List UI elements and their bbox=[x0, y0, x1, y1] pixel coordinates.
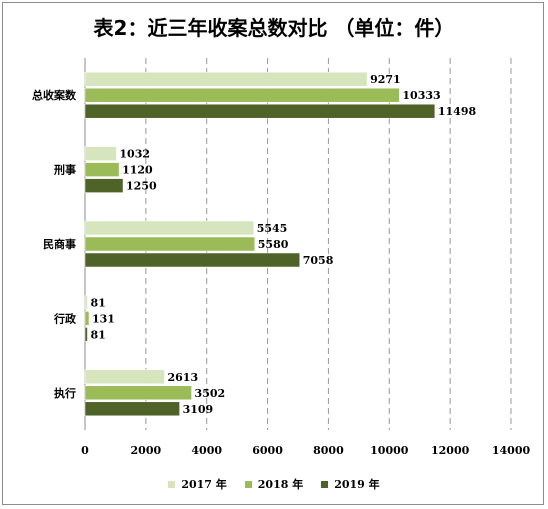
data-label: 2613 bbox=[168, 371, 199, 384]
bar bbox=[84, 327, 88, 342]
bar bbox=[84, 178, 124, 193]
data-label: 1250 bbox=[126, 180, 157, 193]
x-tick-label: 6000 bbox=[252, 444, 283, 457]
bar bbox=[84, 369, 165, 385]
data-label: 11498 bbox=[438, 105, 477, 118]
bar bbox=[84, 87, 400, 103]
legend-swatch bbox=[168, 480, 176, 488]
x-tick-label: 2000 bbox=[131, 444, 162, 457]
bar bbox=[84, 311, 90, 326]
category-label: 行政 bbox=[53, 311, 77, 325]
data-label: 5545 bbox=[257, 222, 288, 235]
bar bbox=[84, 236, 256, 252]
legend-item: 2017 年 bbox=[168, 476, 227, 492]
data-label: 7058 bbox=[303, 254, 334, 267]
data-label: 5580 bbox=[258, 238, 289, 251]
data-label: 81 bbox=[90, 328, 105, 341]
category-label: 执行 bbox=[54, 386, 76, 400]
data-label: 131 bbox=[92, 312, 115, 325]
legend-item: 2018 年 bbox=[244, 476, 304, 492]
legend-label: 2017 年 bbox=[181, 478, 227, 491]
category-label: 民商事 bbox=[43, 237, 76, 251]
category-label: 总收案数 bbox=[32, 88, 77, 102]
data-label: 81 bbox=[90, 296, 105, 309]
bar bbox=[84, 401, 180, 417]
data-label: 3502 bbox=[195, 387, 226, 400]
data-label: 10333 bbox=[402, 89, 440, 102]
x-tick-label: 4000 bbox=[191, 444, 222, 457]
data-label: 1120 bbox=[122, 164, 153, 177]
legend-swatch bbox=[244, 480, 252, 488]
bar bbox=[84, 71, 368, 87]
x-tick-label: 8000 bbox=[313, 444, 344, 457]
legend-label: 2019 年 bbox=[334, 478, 380, 491]
legend-label: 2018 年 bbox=[257, 478, 304, 491]
x-tick-label: 14000 bbox=[492, 444, 531, 457]
data-label: 1032 bbox=[119, 148, 150, 161]
data-label: 3109 bbox=[183, 403, 214, 416]
x-tick-label: 10000 bbox=[370, 444, 409, 457]
bar bbox=[84, 252, 301, 268]
chart-title: 表2：近三年收案总数对比 （单位：件） bbox=[93, 16, 455, 40]
bar bbox=[84, 146, 117, 161]
legend-item: 2019 年 bbox=[321, 476, 380, 492]
data-label: 9271 bbox=[370, 73, 401, 86]
bar bbox=[84, 103, 436, 119]
chart-legend: 2017 年 2018 年 2019 年 bbox=[0, 476, 548, 492]
legend-swatch bbox=[321, 480, 329, 488]
bar bbox=[84, 295, 88, 310]
bar bbox=[84, 385, 192, 401]
bar bbox=[84, 220, 254, 236]
x-tick-label: 0 bbox=[81, 444, 89, 457]
bar bbox=[84, 162, 120, 177]
category-label: 刑事 bbox=[54, 163, 76, 177]
x-tick-label: 12000 bbox=[431, 444, 470, 457]
